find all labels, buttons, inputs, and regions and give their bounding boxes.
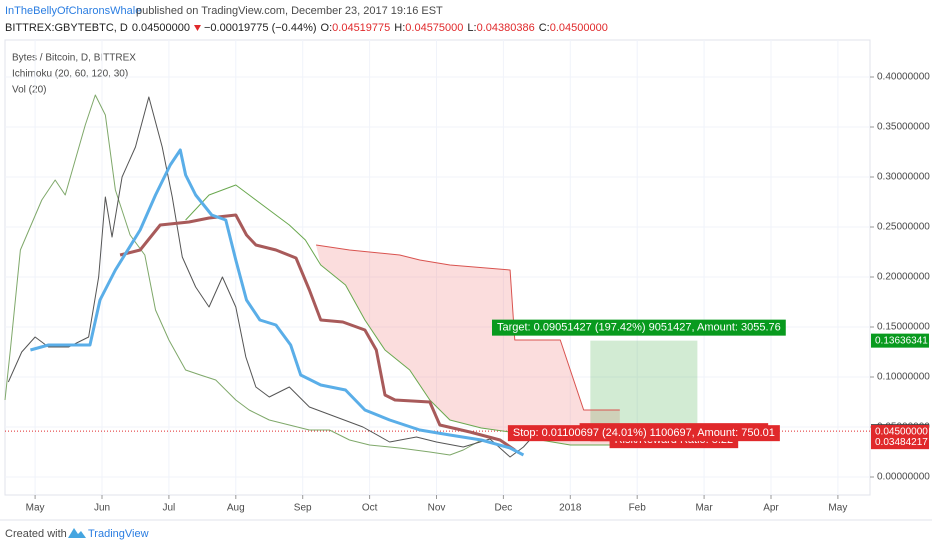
pane bbox=[4, 39, 871, 496]
series-line bbox=[316, 244, 620, 411]
x-tick-label: Apr bbox=[763, 503, 779, 514]
x-tick-label: Nov bbox=[428, 503, 446, 514]
published: published on TradingView.com, December 2… bbox=[136, 5, 443, 17]
x-tick-label: 2018 bbox=[559, 503, 582, 514]
ohlc-key: O: bbox=[321, 22, 333, 34]
ohlc-key: C: bbox=[539, 22, 550, 34]
y-tick-label: 0.00000000 bbox=[877, 472, 930, 483]
footer-brand[interactable]: TradingView bbox=[88, 528, 149, 540]
y-tick-label: 0.15000000 bbox=[877, 322, 930, 333]
x-tick-label: Aug bbox=[227, 503, 245, 514]
change: −0.00019775 (−0.44%) bbox=[204, 22, 317, 34]
y-tick-label: 0.25000000 bbox=[877, 222, 930, 233]
pane-label: Vol (20) bbox=[12, 85, 46, 96]
cloud bbox=[316, 245, 620, 445]
target-zone bbox=[590, 340, 698, 432]
x-tick-label: May bbox=[828, 503, 847, 514]
price-label-box bbox=[871, 333, 929, 348]
position-label: Target: 0.09051427 (197.42%) 9051427, Am… bbox=[491, 319, 786, 336]
series-line bbox=[4, 94, 482, 456]
symbol-line: BITTREX:GBYTEBTC, D 0.04500000 −0.00019775… bbox=[5, 22, 608, 34]
ohlc-value: 0.04500000 bbox=[550, 22, 608, 34]
y-tick-label: 0.10000000 bbox=[877, 372, 930, 383]
price-label: 0.13636341 bbox=[875, 335, 928, 346]
x-tick-label: Sep bbox=[294, 503, 312, 514]
price-label-box bbox=[871, 435, 929, 450]
price-label: 0.03484217 bbox=[875, 437, 928, 448]
x-tick-label: May bbox=[26, 503, 45, 514]
series-line bbox=[119, 213, 516, 452]
series-line bbox=[7, 96, 538, 458]
y-tick-label: 0.35000000 bbox=[877, 122, 930, 133]
ohlc-value: 0.04380386 bbox=[477, 22, 535, 34]
pane-label: Bytes / Bitcoin, D, BITTREX bbox=[12, 53, 136, 64]
x-tick-label: Jun bbox=[94, 503, 110, 514]
y-tick-label: 0.30000000 bbox=[877, 172, 930, 183]
ohlc-key: L: bbox=[467, 22, 476, 34]
author[interactable]: InTheBellyOfCharonsWhale bbox=[5, 5, 141, 17]
y-tick-label: 0.40000000 bbox=[877, 72, 930, 83]
position-label-box bbox=[507, 425, 780, 442]
pane-label: Ichimoku (20, 60, 120, 30) bbox=[12, 69, 128, 80]
x-tick-label: Mar bbox=[695, 503, 713, 514]
x-tick-label: Jul bbox=[163, 503, 176, 514]
position-label-box bbox=[491, 319, 786, 336]
footer-text: Created with bbox=[5, 528, 67, 540]
logo bbox=[68, 528, 86, 538]
last-price: 0.04500000 bbox=[132, 22, 190, 34]
position-label: Stop: 0.01100697 (24.01%) 1100697, Amoun… bbox=[507, 425, 780, 442]
position-label-text: Target: 0.09051427 (197.42%) 9051427, Am… bbox=[497, 322, 781, 334]
series-line bbox=[30, 148, 525, 457]
ohlc-value: 0.04519775 bbox=[332, 22, 390, 34]
symbol: BITTREX:GBYTEBTC, D bbox=[5, 22, 128, 34]
price-label: 0.04500000 bbox=[875, 427, 928, 438]
grid bbox=[5, 40, 870, 495]
ohlc-value: 0.04575000 bbox=[405, 22, 463, 34]
y-tick-label: 0.20000000 bbox=[877, 272, 930, 283]
down-arrow bbox=[193, 25, 201, 31]
x-tick-label: Feb bbox=[629, 503, 647, 514]
ohlc-key: H: bbox=[394, 22, 405, 34]
position-label-text: Stop: 0.01100697 (24.01%) 1100697, Amoun… bbox=[513, 427, 775, 439]
x-tick-label: Oct bbox=[362, 503, 378, 514]
x-tick-label: Dec bbox=[494, 503, 512, 514]
